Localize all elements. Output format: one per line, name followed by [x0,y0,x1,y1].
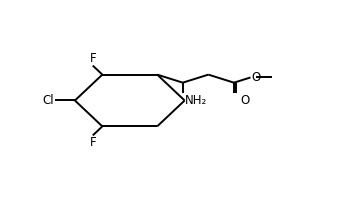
Text: F: F [89,52,96,65]
Text: NH₂: NH₂ [185,94,207,107]
Text: F: F [89,136,96,149]
Text: Cl: Cl [42,94,54,107]
Text: O: O [251,71,261,84]
Text: O: O [240,94,250,106]
